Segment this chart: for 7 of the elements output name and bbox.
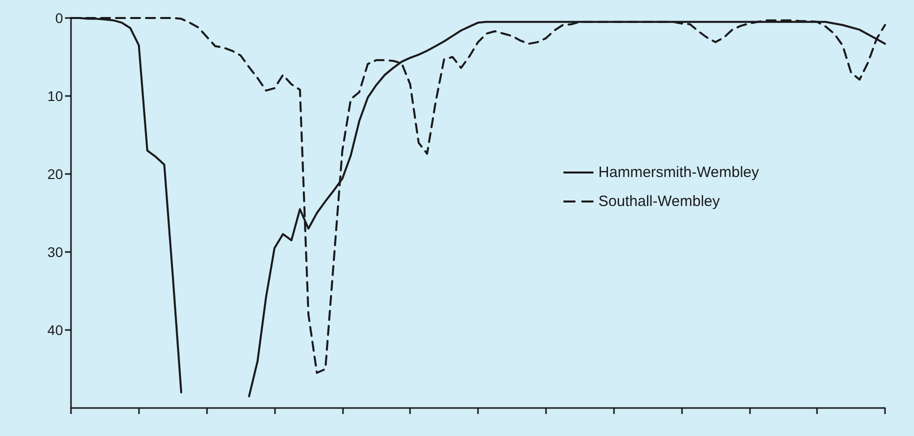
y-tick-label: 40 (47, 322, 64, 338)
y-tick-label: 20 (47, 166, 64, 182)
legend-label: Southall-Wembley (598, 193, 720, 210)
y-tick-label: 0 (55, 10, 64, 26)
y-tick-label: 10 (47, 88, 64, 104)
legend-label: Hammersmith-Wembley (598, 164, 760, 181)
y-tick-label: 30 (47, 244, 64, 260)
